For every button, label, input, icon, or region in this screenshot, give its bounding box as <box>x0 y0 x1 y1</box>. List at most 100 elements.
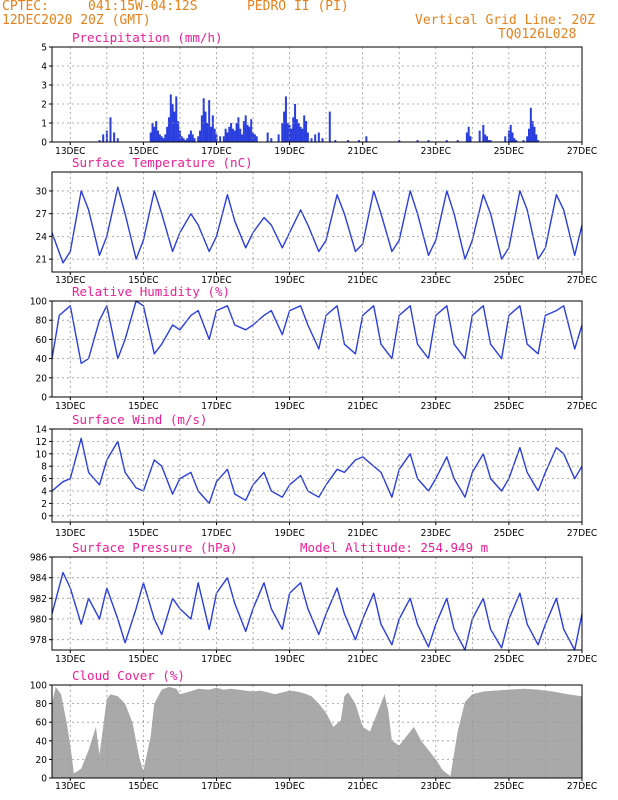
pres-title: Surface Pressure (hPa) <box>72 540 238 555</box>
precip-bar <box>233 130 236 142</box>
precip-bar <box>284 96 287 142</box>
precip-bar <box>208 100 211 142</box>
precip-bar <box>211 115 214 142</box>
precip-bar <box>242 121 245 142</box>
precip-bar <box>239 128 242 142</box>
precip-bar <box>241 134 244 142</box>
precip-bar <box>334 140 337 142</box>
precip-bar <box>270 138 273 142</box>
precip-bar <box>321 138 324 142</box>
precip-bar <box>219 136 222 142</box>
precip-bar <box>526 136 529 142</box>
precip-bar <box>528 128 530 142</box>
cloud-ytick-label: 20 <box>36 755 48 766</box>
precip-xtick-label: 27DEC <box>567 146 597 157</box>
precip-bar <box>186 138 189 142</box>
pres-xtick-label: 23DEC <box>421 654 451 665</box>
cloud-xtick-label: 27DEC <box>567 781 597 792</box>
pres-frame <box>51 556 583 651</box>
pres-xtick-label: 25DEC <box>494 654 524 665</box>
cloud-ytick-label: 100 <box>30 681 47 692</box>
temp-ytick-label: 21 <box>36 255 47 266</box>
precip-bar <box>200 115 203 142</box>
precip-bar <box>487 140 490 142</box>
precip-bar <box>358 140 361 142</box>
precip-bar <box>109 117 112 142</box>
pres-ytick-label: 978 <box>30 635 47 646</box>
wind-xtick-label: 23DEC <box>421 528 451 539</box>
precip-bar <box>158 134 161 142</box>
precip-bar <box>515 140 518 142</box>
pres-ytick-label: 984 <box>30 573 47 584</box>
precip-bar <box>231 128 234 142</box>
precip-bar <box>204 111 207 142</box>
precip-bar <box>533 126 536 142</box>
temp-frame <box>51 171 583 273</box>
cloud-xtick-label: 19DEC <box>274 781 304 792</box>
precip-bar <box>365 136 368 142</box>
rh-series-line <box>51 300 583 365</box>
precip-bar <box>197 136 200 142</box>
precip-bar <box>153 126 156 142</box>
precip-bar <box>478 130 481 142</box>
precip-bar <box>188 134 191 142</box>
init-time-label: 12DEC2020 20Z (GMT) <box>2 13 151 28</box>
wind-xtick-label: 25DEC <box>494 528 524 539</box>
precip-ytick-label: 4 <box>41 62 47 73</box>
coordinates-label: 041:15W-04:12S <box>88 0 198 14</box>
temp-ytick-label: 27 <box>36 209 47 220</box>
precip-bar <box>290 128 293 142</box>
precip-bar <box>167 117 170 142</box>
precip-bar <box>531 121 534 142</box>
precip-bar <box>213 128 216 142</box>
precip-ytick-label: 2 <box>41 100 47 111</box>
cloud-xtick-label: 15DEC <box>128 781 158 792</box>
precip-bar <box>482 124 485 142</box>
precip-bar <box>511 132 514 142</box>
precip-bar <box>151 123 154 142</box>
precip-xtick-label: 19DEC <box>274 146 304 157</box>
wind-series-line <box>51 437 583 505</box>
precip-ytick-label: 3 <box>41 81 47 92</box>
precip-bar <box>467 126 470 142</box>
cloud-ytick-label: 80 <box>36 699 48 710</box>
precip-bar <box>253 134 256 142</box>
precip-bar <box>105 130 108 142</box>
precip-bar <box>162 138 165 142</box>
precip-ytick-label: 0 <box>41 138 47 149</box>
precip-bar <box>489 140 492 142</box>
wind-ytick-label: 12 <box>36 437 47 448</box>
rh-ytick-label: 40 <box>36 354 48 365</box>
wind-ytick-label: 8 <box>41 462 47 473</box>
rh-xtick-label: 21DEC <box>348 401 378 412</box>
precip-bar <box>193 138 196 142</box>
precip-bar <box>504 136 507 142</box>
wind-ytick-label: 10 <box>36 449 48 460</box>
wind-ytick-label: 6 <box>41 474 47 485</box>
pres-ytick-label: 986 <box>30 553 47 564</box>
precip-bar <box>210 126 212 142</box>
cloud-xtick-label: 13DEC <box>55 781 85 792</box>
wind-xtick-label: 17DEC <box>201 528 231 539</box>
cloud-xtick-label: 17DEC <box>201 781 231 792</box>
precip-bar <box>191 134 194 142</box>
precip-xtick-label: 13DEC <box>55 146 85 157</box>
precip-bar <box>175 96 178 142</box>
precip-bar <box>228 126 231 142</box>
pres-ytick-label: 982 <box>30 594 47 605</box>
precip-bar <box>255 136 258 142</box>
precip-bar <box>178 130 181 142</box>
rh-ytick-label: 20 <box>36 373 48 384</box>
precip-bar <box>277 134 280 142</box>
precip-bar <box>182 138 185 142</box>
precip-bar <box>222 136 225 142</box>
precip-bar <box>116 138 119 142</box>
precip-bar <box>398 140 401 142</box>
precip-bar <box>230 123 233 142</box>
rh-xtick-label: 19DEC <box>274 401 304 412</box>
cloud-title: Cloud Cover (%) <box>72 668 185 683</box>
precip-bar <box>301 128 304 142</box>
wind-xtick-label: 19DEC <box>274 528 304 539</box>
